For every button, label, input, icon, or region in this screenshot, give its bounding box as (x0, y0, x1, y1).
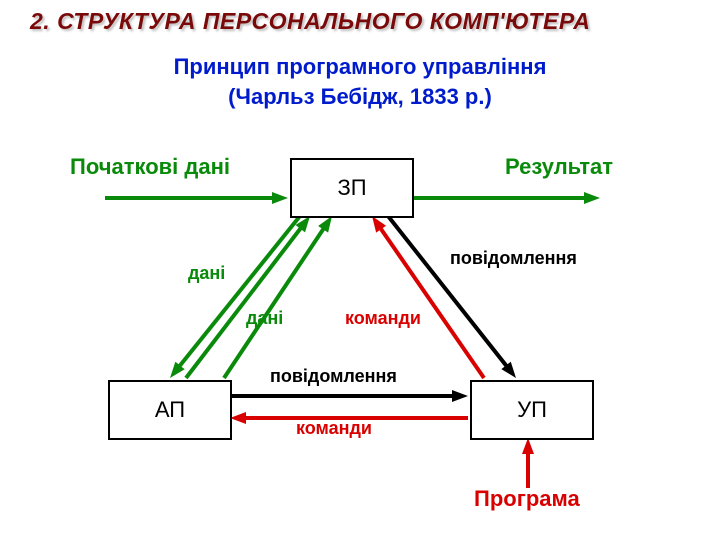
subtitle: Принцип програмного управління (Чарльз Б… (0, 52, 720, 111)
label-program: Програма (474, 486, 580, 512)
subtitle-line2: (Чарльз Бебідж, 1833 р.) (228, 84, 492, 109)
node-up-label: УП (517, 397, 547, 423)
label-input: Початкові дані (70, 154, 230, 180)
label-dani1: дані (188, 263, 225, 284)
label-povid1: повідомлення (450, 248, 577, 269)
node-zp-label: ЗП (337, 175, 366, 201)
label-povid2: повідомлення (270, 366, 397, 387)
label-komandy1: команди (345, 308, 421, 329)
node-ap: АП (108, 380, 232, 440)
node-zp: ЗП (290, 158, 414, 218)
node-up: УП (470, 380, 594, 440)
label-output: Результат (505, 154, 613, 180)
label-komandy2: команди (296, 418, 372, 439)
label-dani2: дані (246, 308, 283, 329)
subtitle-line1: Принцип програмного управління (174, 54, 547, 79)
diagram: ЗП АП УП Початкові дані Результат дані д… (0, 118, 720, 540)
page-title: 2. СТРУКТУРА ПЕРСОНАЛЬНОГО КОМП'ЮТЕРА (0, 8, 720, 35)
node-ap-label: АП (155, 397, 185, 423)
